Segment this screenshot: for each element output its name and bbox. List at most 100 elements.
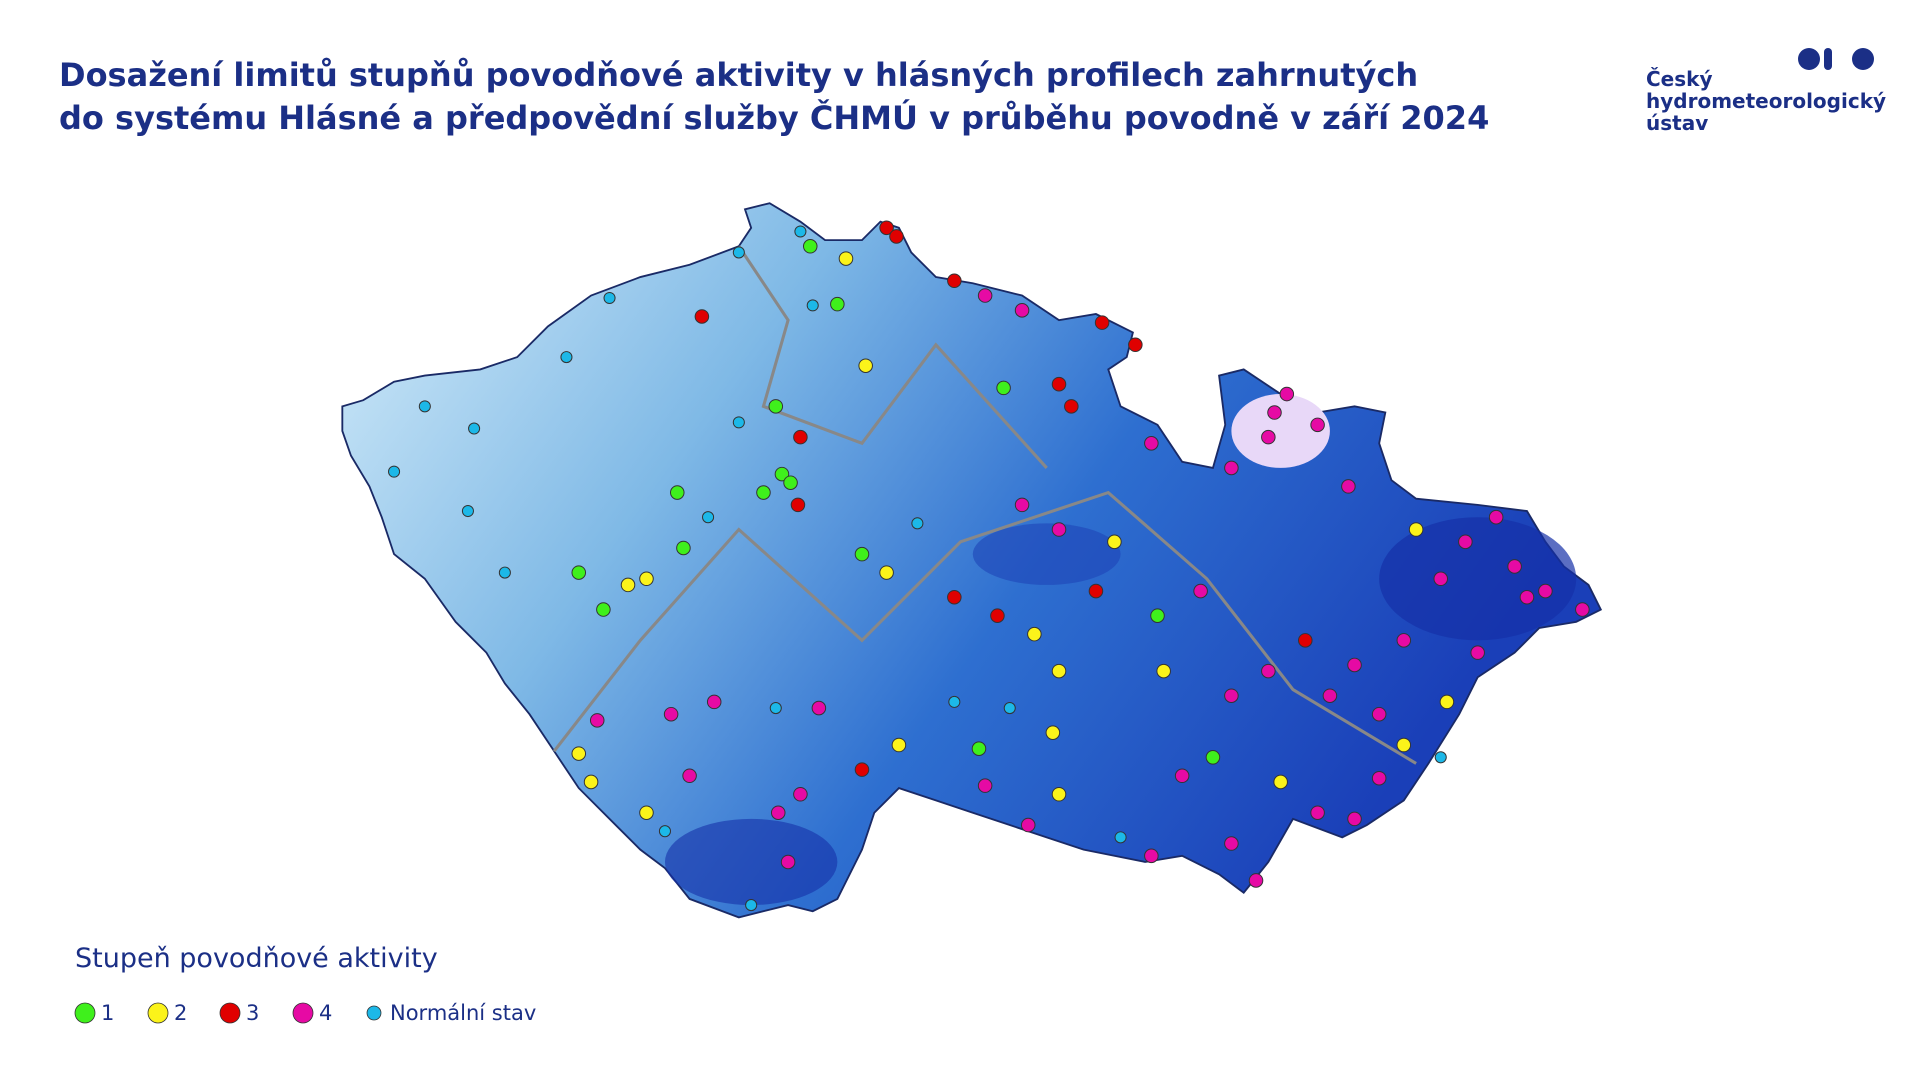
station [706,694,722,710]
station [732,246,745,259]
station [571,565,587,580]
station [745,899,758,912]
station [879,220,894,236]
station [811,700,827,716]
station [1064,399,1079,414]
station [1020,817,1036,833]
station [1439,694,1455,710]
station [1248,873,1264,888]
station [780,854,796,870]
station [732,416,745,429]
station [1114,831,1127,844]
legend-label: 1 [101,1001,114,1025]
station [1094,315,1110,330]
logo-dot [1852,48,1874,70]
station [461,504,474,518]
station [1003,702,1016,715]
station [977,288,993,303]
station [794,225,807,238]
station [770,805,786,820]
legend-swatch [292,1002,314,1024]
map [341,202,1603,919]
station [1051,663,1067,679]
station [1298,633,1313,648]
station [1027,626,1042,642]
station [1470,645,1485,660]
station [769,702,782,715]
title-line: Dosažení limitů stupňů povodňové aktivit… [59,56,1418,94]
station [658,825,671,838]
station [1371,706,1387,722]
station [1434,751,1447,764]
rain-area [1231,394,1330,468]
station [830,296,845,312]
station [1408,522,1424,537]
station [1488,509,1504,525]
station [702,511,715,524]
station [571,746,587,761]
station [468,422,481,435]
station [977,778,993,793]
station [1458,534,1473,550]
station [1107,534,1122,550]
station [639,805,654,820]
legend-label: Normální stav [390,1001,536,1025]
logo-text: Český [1646,67,1712,91]
station [838,251,854,266]
station [768,399,784,414]
station [583,774,599,790]
station [1088,583,1104,599]
station [682,768,697,784]
station [639,571,654,587]
station [1261,429,1276,445]
logo-text: hydrometeorologický [1646,89,1886,113]
station [1575,602,1590,617]
legend-label: 3 [246,1001,259,1025]
station [1433,571,1449,587]
station [854,762,870,777]
station [971,741,987,756]
station [774,466,790,482]
station [889,229,904,244]
station [1310,417,1325,433]
legend-swatch [366,1005,382,1021]
station [1205,750,1221,765]
station [1267,405,1282,420]
station [858,358,873,373]
station [1507,559,1522,574]
station [1014,303,1030,318]
station [1347,657,1362,673]
logo-text: ústav [1646,111,1708,135]
station [1045,725,1061,740]
station [879,565,894,580]
station [1014,497,1030,513]
legend-title: Stupeň povodňové aktivity [75,943,438,974]
station [802,239,818,254]
station [1279,386,1295,402]
station [1347,811,1362,827]
station [1396,737,1412,753]
station [676,540,691,556]
station [947,589,962,605]
station [1051,522,1067,537]
station [790,497,806,513]
station [589,713,605,728]
station [947,273,962,289]
station [1322,688,1338,704]
region-border [737,245,1048,469]
legend-swatch [74,1002,96,1024]
station [1051,376,1067,392]
logo-dot [1798,48,1820,70]
station [663,706,679,722]
station [1128,337,1143,353]
station [1156,663,1171,679]
station [793,786,808,802]
station [1144,848,1159,864]
station [1174,768,1190,784]
station [996,380,1011,396]
station [498,566,511,579]
stations [388,220,1590,912]
station [1150,608,1165,623]
station [793,429,808,445]
station [1396,633,1412,648]
